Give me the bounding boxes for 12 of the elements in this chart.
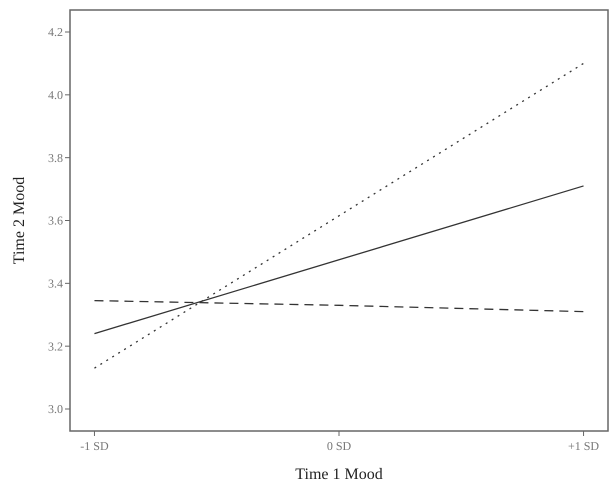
y-tick-label: 3.4 — [48, 276, 63, 291]
x-tick-label: -1 SD — [80, 439, 109, 453]
y-tick-label: 3.6 — [48, 214, 63, 228]
y-tick-label: 3.8 — [48, 150, 63, 165]
y-tick-label: 4.2 — [48, 25, 63, 40]
y-axis-title: Time 2 Mood — [11, 176, 28, 264]
x-tick-label: 0 SD — [326, 439, 352, 453]
y-tick-label: 3.2 — [48, 339, 63, 354]
y-tick-label: 4.0 — [48, 88, 63, 102]
x-tick-label: +1 SD — [568, 439, 600, 453]
y-tick-label: 3.0 — [48, 402, 63, 416]
x-axis-title: Time 1 Mood — [295, 466, 383, 483]
